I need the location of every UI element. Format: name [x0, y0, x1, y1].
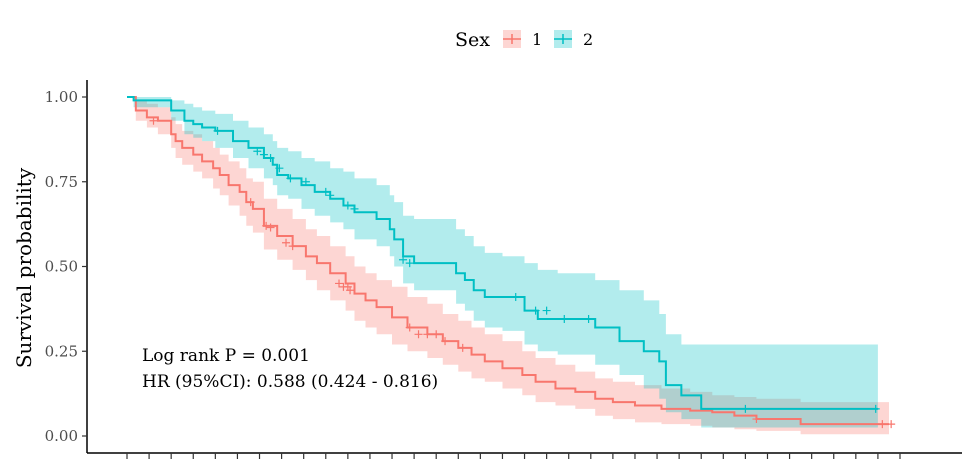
- censor-mark-sex-1: [262, 221, 271, 230]
- censor-mark-sex-1: [346, 286, 355, 295]
- censor-mark-sex-2: [286, 174, 295, 183]
- censor-mark-sex-1: [288, 242, 297, 251]
- censor-mark-sex-2: [399, 255, 408, 264]
- censor-mark-sex-2: [741, 404, 750, 413]
- hr-annotation: HR (95%CI): 0.588 (0.424 - 0.816): [142, 372, 438, 392]
- censor-mark-sex-1: [266, 223, 275, 232]
- censor-mark-sex-2: [584, 315, 593, 324]
- y-tick-label: 0.50: [45, 258, 78, 276]
- y-axis-title: Survival probability: [12, 167, 36, 368]
- censor-mark-sex-2: [326, 191, 335, 200]
- confidence-bands: [127, 97, 889, 435]
- censor-mark-sex-2: [213, 126, 222, 135]
- y-tick-label: 0.25: [45, 342, 78, 360]
- censor-mark-sex-1: [246, 198, 255, 207]
- legend-label: 2: [583, 30, 593, 49]
- censor-mark-sex-2: [350, 204, 359, 213]
- censor-mark-sex-1: [414, 330, 423, 339]
- axes: 0.00 0.25 0.50 0.75 1.00: [45, 80, 962, 459]
- censor-mark-sex-2: [871, 404, 880, 413]
- ci-band-sex-1: [127, 97, 889, 435]
- censor-mark-sex-1: [887, 420, 896, 429]
- censor-mark-sex-2: [275, 164, 284, 173]
- y-tick-label: 1.00: [45, 88, 78, 106]
- legend-entry-2: 2: [554, 30, 593, 49]
- censor-mark-sex-2: [405, 259, 414, 268]
- legend-entry-1: 1: [503, 30, 542, 49]
- censor-mark-sex-2: [531, 306, 540, 315]
- censor-mark-sex-1: [441, 337, 450, 346]
- legend: Sex 1 2: [455, 29, 593, 51]
- pvalue-annotation: Log rank P = 0.001: [142, 346, 310, 366]
- censor-mark-sex-2: [253, 147, 262, 156]
- censor-mark-sex-1: [752, 415, 761, 424]
- censor-mark-sex-2: [266, 154, 275, 163]
- censor-mark-sex-2: [343, 201, 352, 210]
- censor-mark-sex-1: [432, 330, 441, 339]
- censor-mark-sex-1: [458, 343, 467, 352]
- censor-mark-sex-1: [878, 420, 887, 429]
- km-curve-sex-1: [127, 96, 889, 426]
- ci-band-sex-2: [127, 97, 878, 428]
- y-tick-label: 0.75: [45, 173, 78, 191]
- censor-mark-sex-1: [149, 116, 158, 125]
- censor-marks: [149, 116, 896, 429]
- censor-mark-sex-1: [405, 323, 414, 332]
- legend-label: 1: [532, 30, 542, 49]
- censor-mark-sex-1: [423, 330, 432, 339]
- censor-mark-sex-2: [511, 293, 520, 302]
- censor-mark-sex-1: [282, 238, 291, 247]
- legend-title: Sex: [455, 29, 490, 51]
- y-tick-label: 0.00: [45, 427, 78, 445]
- censor-mark-sex-1: [335, 279, 344, 288]
- censor-mark-sex-2: [560, 315, 569, 324]
- censor-mark-sex-2: [301, 177, 310, 186]
- censor-mark-sex-2: [542, 306, 551, 315]
- censor-mark-sex-2: [259, 150, 268, 159]
- censor-mark-sex-2: [321, 187, 330, 196]
